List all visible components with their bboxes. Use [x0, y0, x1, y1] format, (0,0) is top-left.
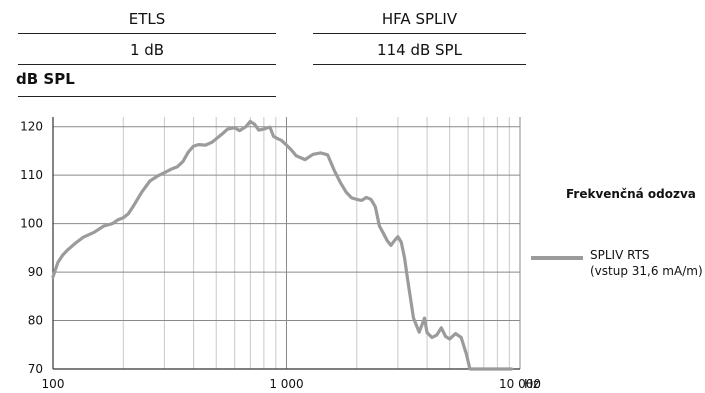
x-tick-label: 10 000: [499, 377, 541, 391]
x-tick-label: 1 000: [269, 377, 303, 391]
legend-label: SPLIV RTS (vstup 31,6 mA/m): [590, 247, 703, 279]
unit-rule: [18, 96, 276, 97]
legend-series-name: SPLIV RTS: [590, 248, 650, 262]
legend-title: Frekvenčná odozva: [566, 187, 696, 201]
x-tick-label: 100: [42, 377, 65, 391]
header-rule-left: [18, 33, 276, 34]
x-axis-label: Hz: [524, 377, 539, 391]
etls-header: ETLS: [128, 10, 166, 28]
value-rule-right: [313, 64, 526, 65]
series-line: [51, 119, 514, 371]
y-tick-label: 80: [28, 314, 43, 328]
hfa-spliv-header: HFA SPLIV: [381, 10, 458, 28]
y-tick-label: 70: [28, 362, 43, 376]
y-tick-label: 90: [28, 265, 43, 279]
y-tick-label: 100: [20, 217, 43, 231]
etls-value: 1 dB: [129, 41, 165, 59]
y-tick-label: 110: [20, 168, 43, 182]
legend-swatch: [531, 256, 583, 260]
unit-label: dB SPL: [16, 70, 75, 88]
hfa-spliv-value: 114 dB SPL: [377, 41, 462, 59]
y-tick-label: 120: [20, 120, 43, 134]
header-rule-right: [313, 33, 526, 34]
value-rule-left: [18, 64, 276, 65]
legend-series-condition: (vstup 31,6 mA/m): [590, 264, 703, 278]
